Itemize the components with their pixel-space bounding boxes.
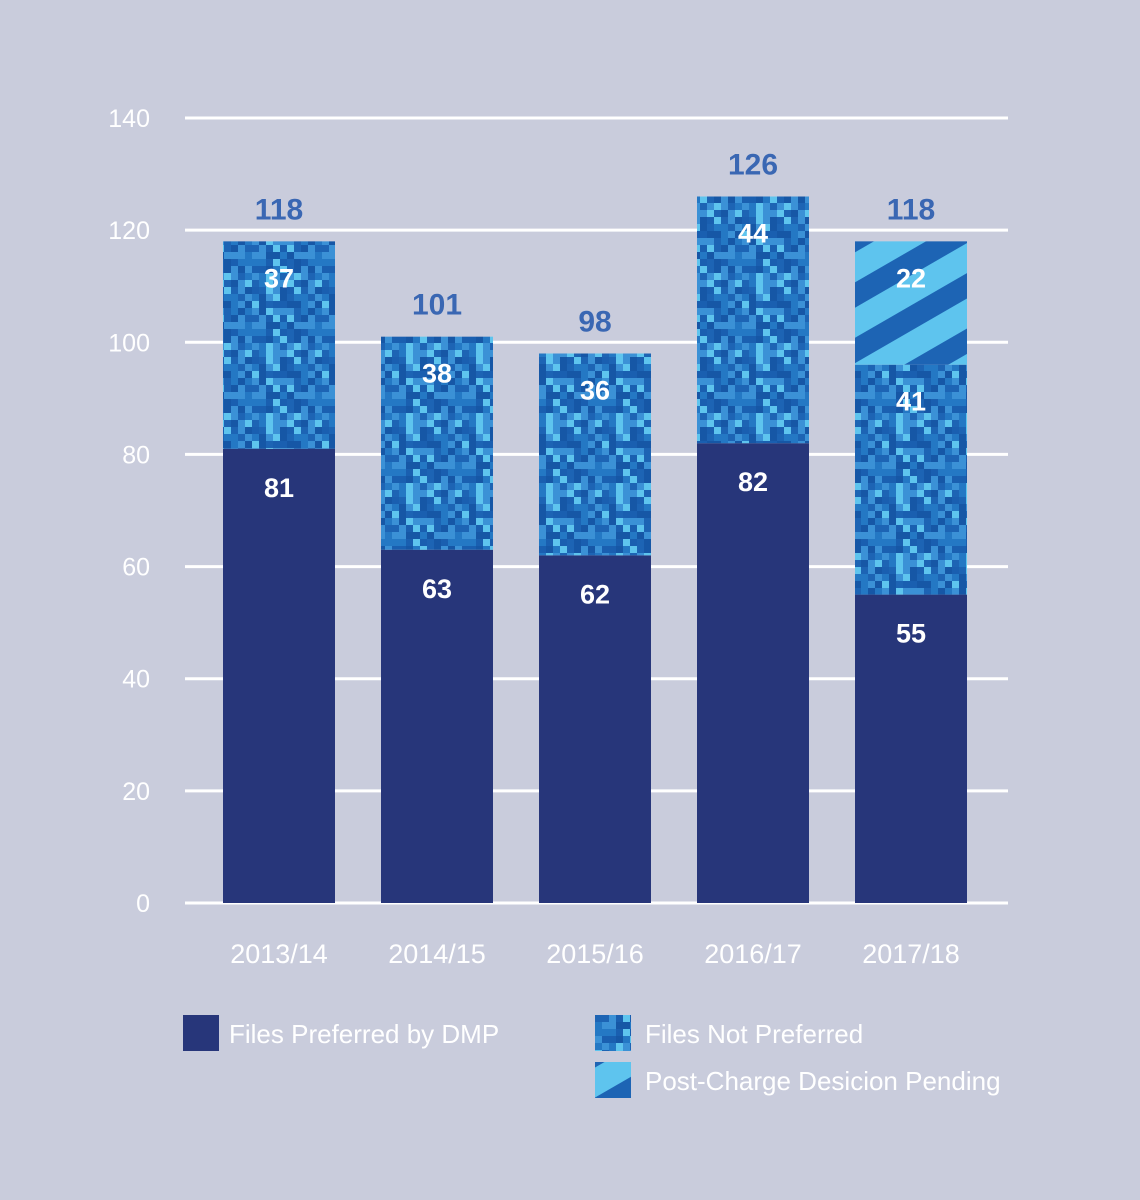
data-label: 38 <box>422 359 452 389</box>
total-label: 118 <box>255 193 303 226</box>
data-label: 81 <box>264 473 294 503</box>
bar-segment <box>539 353 651 556</box>
bar-segment <box>223 241 335 449</box>
legend-label: Files Not Preferred <box>645 1019 863 1049</box>
legend-swatch <box>595 1062 631 1098</box>
x-axis: 2013/14 2014/15 2015/16 2016/17 2017/18 <box>230 939 960 969</box>
y-tick-label: 120 <box>108 217 150 245</box>
x-tick-label: 2015/16 <box>546 939 644 969</box>
legend-swatch <box>183 1015 219 1051</box>
y-tick-label: 140 <box>108 105 150 133</box>
data-label: 55 <box>896 619 926 649</box>
legend: Files Preferred by DMP Files Not Preferre… <box>183 1015 1001 1098</box>
total-label: 98 <box>578 306 611 339</box>
y-tick-label: 60 <box>122 554 150 582</box>
bar-segment <box>855 241 967 365</box>
legend-label: Post-Charge Desicion Pending <box>645 1066 1001 1096</box>
data-label: 22 <box>896 263 926 293</box>
total-label: 126 <box>728 149 778 182</box>
bar-segment <box>381 549 493 903</box>
data-label: 41 <box>896 387 926 417</box>
x-tick-label: 2017/18 <box>862 939 960 969</box>
y-tick-label: 80 <box>122 441 150 469</box>
y-tick-label: 100 <box>108 329 150 357</box>
x-tick-label: 2016/17 <box>704 939 802 969</box>
total-label: 118 <box>887 193 935 226</box>
y-tick-label: 40 <box>122 666 150 694</box>
legend-label: Files Preferred by DMP <box>229 1019 499 1049</box>
data-label: 36 <box>580 376 610 406</box>
y-axis: 0 20 40 60 80 100 120 140 <box>108 105 150 918</box>
y-tick-label: 20 <box>122 778 150 806</box>
y-tick-label: 0 <box>136 890 150 918</box>
data-label: 44 <box>738 219 768 249</box>
data-label: 37 <box>264 263 294 293</box>
data-label: 63 <box>422 574 452 604</box>
total-label: 101 <box>412 289 462 322</box>
x-tick-label: 2014/15 <box>388 939 486 969</box>
bar-segment <box>381 336 493 550</box>
data-label: 82 <box>738 467 768 497</box>
bar-segment <box>855 364 967 595</box>
bars: 81 37 118 63 38 101 62 36 98 82 44 126 55 41 22 118 <box>223 149 967 903</box>
legend-swatch <box>595 1015 631 1051</box>
bar-segment <box>539 555 651 903</box>
bar-segment <box>855 594 967 903</box>
bar-segment <box>697 196 809 444</box>
bar-segment <box>223 448 335 903</box>
x-tick-label: 2013/14 <box>230 939 328 969</box>
bar-segment <box>697 443 809 903</box>
data-label: 62 <box>580 579 610 609</box>
